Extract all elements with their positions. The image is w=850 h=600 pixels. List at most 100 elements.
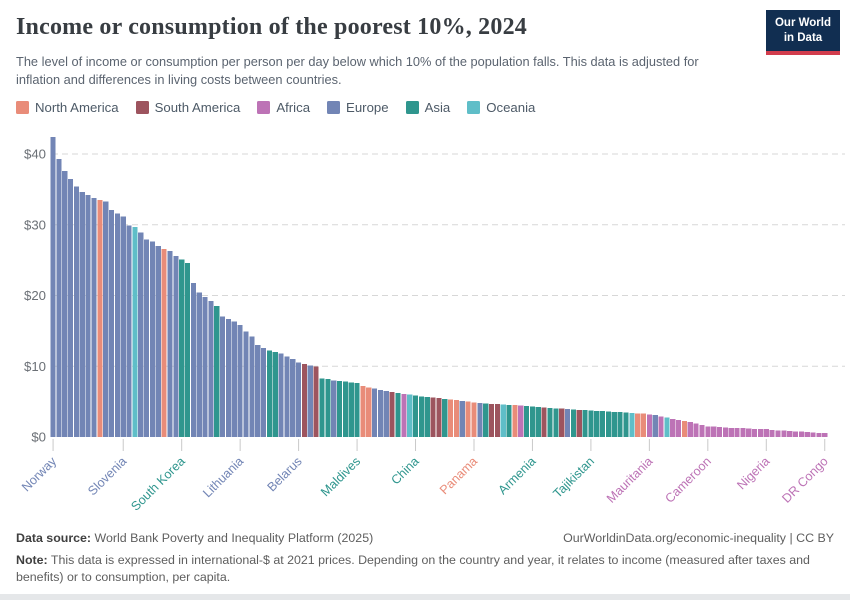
owid-logo[interactable]: Our World in Data [766, 10, 840, 55]
x-tick-label[interactable]: Lithuania [200, 454, 246, 500]
bar[interactable] [752, 428, 758, 437]
bar[interactable] [787, 430, 793, 437]
legend-item-africa[interactable]: Africa [257, 100, 310, 115]
bar[interactable] [85, 195, 91, 437]
bar[interactable] [149, 241, 156, 437]
bar[interactable] [681, 421, 688, 437]
bar[interactable] [664, 417, 670, 437]
bar[interactable] [582, 410, 588, 437]
bar[interactable] [325, 378, 331, 437]
bar[interactable] [769, 429, 775, 438]
bar[interactable] [512, 405, 518, 437]
bar[interactable] [360, 386, 366, 437]
x-tick-label[interactable]: Panama [437, 454, 480, 497]
bar[interactable] [62, 170, 68, 438]
bar[interactable] [348, 382, 354, 437]
bar[interactable] [436, 398, 442, 437]
bar[interactable] [50, 137, 56, 437]
bar[interactable] [722, 427, 728, 437]
bar[interactable] [810, 432, 816, 437]
bar[interactable] [804, 431, 810, 437]
bar[interactable] [687, 422, 693, 437]
bar[interactable] [728, 427, 734, 437]
bar[interactable] [155, 245, 161, 437]
x-tick-label[interactable]: Slovenia [85, 454, 129, 498]
bar[interactable] [412, 395, 419, 437]
bar[interactable] [640, 413, 647, 437]
bar[interactable] [389, 392, 395, 437]
bar[interactable] [97, 199, 103, 437]
x-tick-label[interactable]: Armenia [496, 454, 539, 497]
bar[interactable] [588, 410, 594, 437]
bar[interactable] [711, 426, 717, 437]
bar[interactable] [775, 430, 781, 437]
bar[interactable] [494, 404, 500, 437]
bar[interactable] [699, 424, 705, 437]
x-tick-label[interactable]: Nigeria [734, 454, 772, 492]
bar[interactable] [705, 426, 711, 437]
bar[interactable] [255, 345, 261, 437]
bar[interactable] [190, 282, 196, 437]
bar[interactable] [237, 325, 243, 437]
bar[interactable] [120, 216, 126, 437]
bar[interactable] [231, 321, 237, 437]
bar[interactable] [354, 383, 360, 437]
x-tick-label[interactable]: Norway [19, 454, 60, 495]
bar[interactable] [471, 402, 477, 437]
bar[interactable] [518, 405, 524, 437]
bar[interactable] [716, 427, 723, 437]
bar[interactable] [377, 389, 384, 437]
bar[interactable] [483, 403, 489, 437]
x-tick-label[interactable]: Mauritania [604, 454, 655, 505]
bar[interactable] [284, 356, 290, 437]
bar[interactable] [576, 409, 582, 437]
bar[interactable] [407, 394, 413, 437]
bar[interactable] [453, 400, 460, 437]
bar[interactable] [529, 406, 536, 437]
bar[interactable] [559, 408, 565, 437]
x-tick-label[interactable]: Belarus [265, 454, 305, 494]
bar[interactable] [91, 197, 97, 437]
bar[interactable] [220, 316, 226, 437]
bar[interactable] [740, 428, 746, 437]
bar[interactable] [342, 381, 348, 437]
bar[interactable] [290, 359, 296, 438]
bar[interactable] [167, 250, 173, 437]
bar[interactable] [114, 213, 120, 437]
bar[interactable] [541, 407, 547, 437]
bar[interactable] [132, 226, 138, 437]
bar[interactable] [225, 318, 232, 437]
bar[interactable] [366, 387, 372, 437]
legend-item-europe[interactable]: Europe [327, 100, 389, 115]
bar[interactable] [173, 255, 179, 437]
x-tick-label[interactable]: Tajikistan [551, 454, 598, 501]
bar[interactable] [459, 400, 465, 437]
bar[interactable] [161, 248, 167, 437]
bar[interactable] [103, 201, 109, 437]
bar[interactable] [372, 388, 378, 437]
bar[interactable] [816, 432, 822, 437]
bar[interactable] [179, 259, 185, 437]
bar[interactable] [553, 408, 559, 437]
bar[interactable] [331, 380, 337, 437]
bar[interactable] [260, 347, 267, 437]
bar[interactable] [477, 403, 483, 437]
legend-item-asia[interactable]: Asia [405, 100, 450, 115]
bar[interactable] [635, 413, 641, 437]
bar[interactable] [623, 412, 629, 437]
bar[interactable] [108, 209, 115, 437]
bar[interactable] [547, 407, 553, 437]
bar[interactable] [73, 186, 80, 437]
bar[interactable] [313, 366, 319, 437]
bar[interactable] [524, 405, 530, 437]
bar[interactable] [266, 350, 272, 437]
x-tick-label[interactable]: Cameroon [662, 454, 713, 505]
x-tick-label[interactable]: DR Congo [779, 454, 830, 505]
bar[interactable] [611, 411, 617, 437]
bar[interactable] [629, 412, 635, 437]
bar[interactable] [307, 365, 313, 437]
legend-item-north-america[interactable]: North America [16, 100, 119, 115]
bar[interactable] [600, 411, 606, 437]
bar[interactable] [488, 403, 495, 437]
bar[interactable] [506, 404, 512, 437]
